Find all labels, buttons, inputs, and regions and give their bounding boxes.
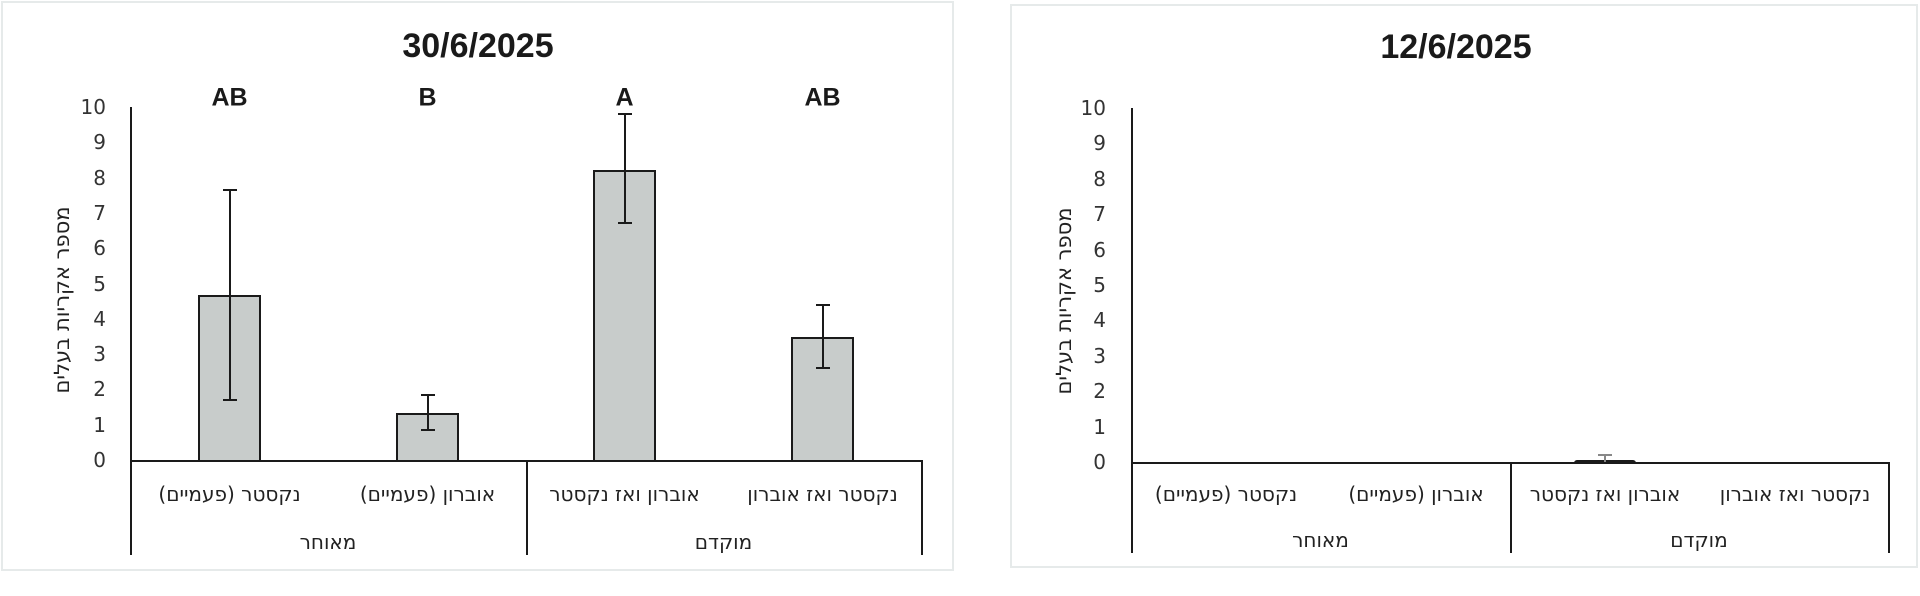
y-tick-label: 10 — [1080, 96, 1106, 120]
y-tick-label: 10 — [80, 95, 106, 119]
category-label: נקסטר ואז אוברון — [747, 482, 898, 506]
y-axis-line — [130, 107, 132, 555]
y-tick-label: 5 — [93, 271, 106, 296]
error-cap-top — [815, 303, 830, 306]
error-cap-bottom — [815, 367, 830, 370]
category-label: נקסטר (פעמיים) — [158, 482, 301, 506]
y-tick-label: 8 — [93, 165, 106, 190]
chart-panel-left — [1, 1, 954, 571]
error-bar — [821, 304, 824, 369]
error-cap-top — [222, 188, 237, 191]
y-tick-label: 2 — [1093, 379, 1106, 404]
y-tick-label: 8 — [1093, 166, 1106, 191]
y-tick-label: 4 — [1093, 308, 1106, 333]
category-label: אוברון ואז נקסטר — [1529, 482, 1681, 506]
category-label: אוברון (פעמיים) — [1348, 482, 1484, 506]
y-tick-label: 9 — [1093, 131, 1106, 156]
category-label: נקסטר ואז אוברון — [1719, 482, 1871, 506]
chart-panel-right — [1010, 4, 1918, 568]
group-label: מאוחר — [1292, 528, 1349, 552]
significance-letter: B — [418, 83, 437, 112]
category-label: נקסטר (פעמיים) — [1154, 482, 1298, 506]
significance-letter: AB — [804, 83, 841, 112]
group-label: מוקדם — [1670, 528, 1728, 552]
y-tick-label: 5 — [1093, 273, 1106, 297]
error-cap-top — [420, 393, 435, 396]
error-bar — [623, 114, 626, 224]
error-cap-top — [1598, 453, 1612, 456]
y-tick-label: 9 — [93, 130, 106, 155]
group-label: מוקדם — [694, 530, 753, 554]
error-cap-bottom — [617, 222, 632, 225]
y-tick-label: 3 — [1093, 343, 1106, 368]
chart-title: 12/6/2025 — [1380, 28, 1532, 66]
y-tick-label: 0 — [93, 448, 106, 472]
category-label: אוברון (פעמיים) — [359, 482, 496, 506]
significance-letter: AB — [211, 83, 248, 112]
y-tick-label: 4 — [93, 306, 106, 331]
axis-end-line — [921, 460, 923, 555]
group-divider-line — [526, 460, 528, 555]
y-tick-label: 0 — [1093, 450, 1106, 474]
group-label: מאוחר — [299, 530, 357, 554]
significance-letter: A — [615, 83, 634, 112]
y-axis-line — [1131, 108, 1133, 553]
y-tick-label: 7 — [93, 200, 106, 225]
error-bar — [1604, 454, 1606, 462]
y-tick-label: 2 — [93, 377, 106, 402]
y-tick-label: 3 — [93, 342, 106, 367]
error-bar — [426, 394, 429, 430]
y-tick-label: 1 — [1093, 414, 1106, 439]
y-tick-label: 7 — [1093, 202, 1106, 227]
error-cap-top — [617, 113, 632, 116]
error-cap-bottom — [420, 428, 435, 431]
y-tick-label: 6 — [93, 236, 106, 261]
y-tick-label: 1 — [93, 412, 106, 437]
axis-end-line — [1888, 462, 1890, 553]
error-cap-bottom — [222, 398, 237, 401]
error-bar — [228, 189, 231, 400]
category-label: אוברון ואז נקסטר — [549, 482, 700, 506]
chart-title: 30/6/2025 — [402, 27, 554, 65]
group-divider-line — [1510, 462, 1512, 553]
y-tick-label: 6 — [1093, 237, 1106, 262]
